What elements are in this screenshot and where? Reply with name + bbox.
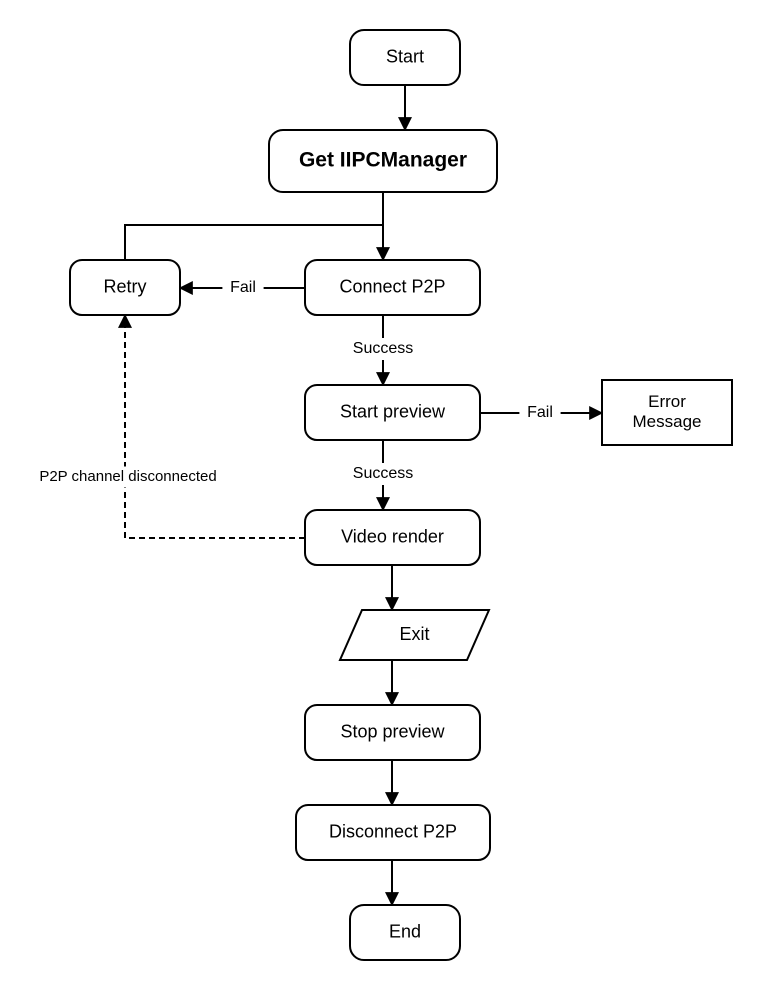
node-label-start: Start: [386, 46, 424, 66]
node-label-exit: Exit: [399, 624, 429, 644]
node-label-video: Video render: [341, 526, 444, 546]
node-label-end: End: [389, 921, 421, 941]
node-label-disc: Disconnect P2P: [329, 821, 457, 841]
node-label-connect: Connect P2P: [339, 276, 445, 296]
node-label-stop: Stop preview: [340, 721, 445, 741]
edge-e7: [125, 315, 305, 538]
node-label-get_mgr: Get IIPCManager: [299, 149, 467, 172]
node-label-error: Message: [633, 412, 702, 431]
edge-label-e7: P2P channel disconnected: [39, 468, 216, 485]
edge-label-e6: Success: [353, 465, 413, 482]
edge-e3b: [125, 225, 383, 260]
edge-label-e4: Success: [353, 340, 413, 357]
node-label-error: Error: [648, 392, 686, 411]
edge-label-e5: Fail: [527, 404, 553, 421]
edge-label-e3: Fail: [230, 279, 256, 296]
node-label-start_prev: Start preview: [340, 401, 446, 421]
node-label-retry: Retry: [103, 276, 146, 296]
flowchart-canvas: Fail Success Fail Success P2P channel discon…: [0, 0, 761, 1000]
